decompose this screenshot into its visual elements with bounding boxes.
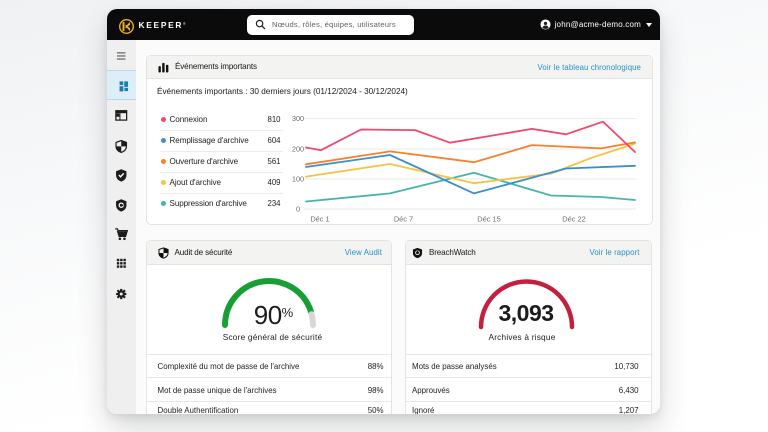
- svg-text:200: 200: [292, 144, 304, 153]
- svg-text:0: 0: [296, 204, 300, 213]
- svg-text:Déc 15: Déc 15: [477, 214, 500, 223]
- svg-text:Déc 1: Déc 1: [310, 214, 329, 223]
- svg-text:100: 100: [292, 174, 304, 183]
- svg-text:300: 300: [292, 114, 304, 123]
- svg-text:Déc 22: Déc 22: [562, 214, 585, 223]
- svg-text:Déc 7: Déc 7: [394, 214, 413, 223]
